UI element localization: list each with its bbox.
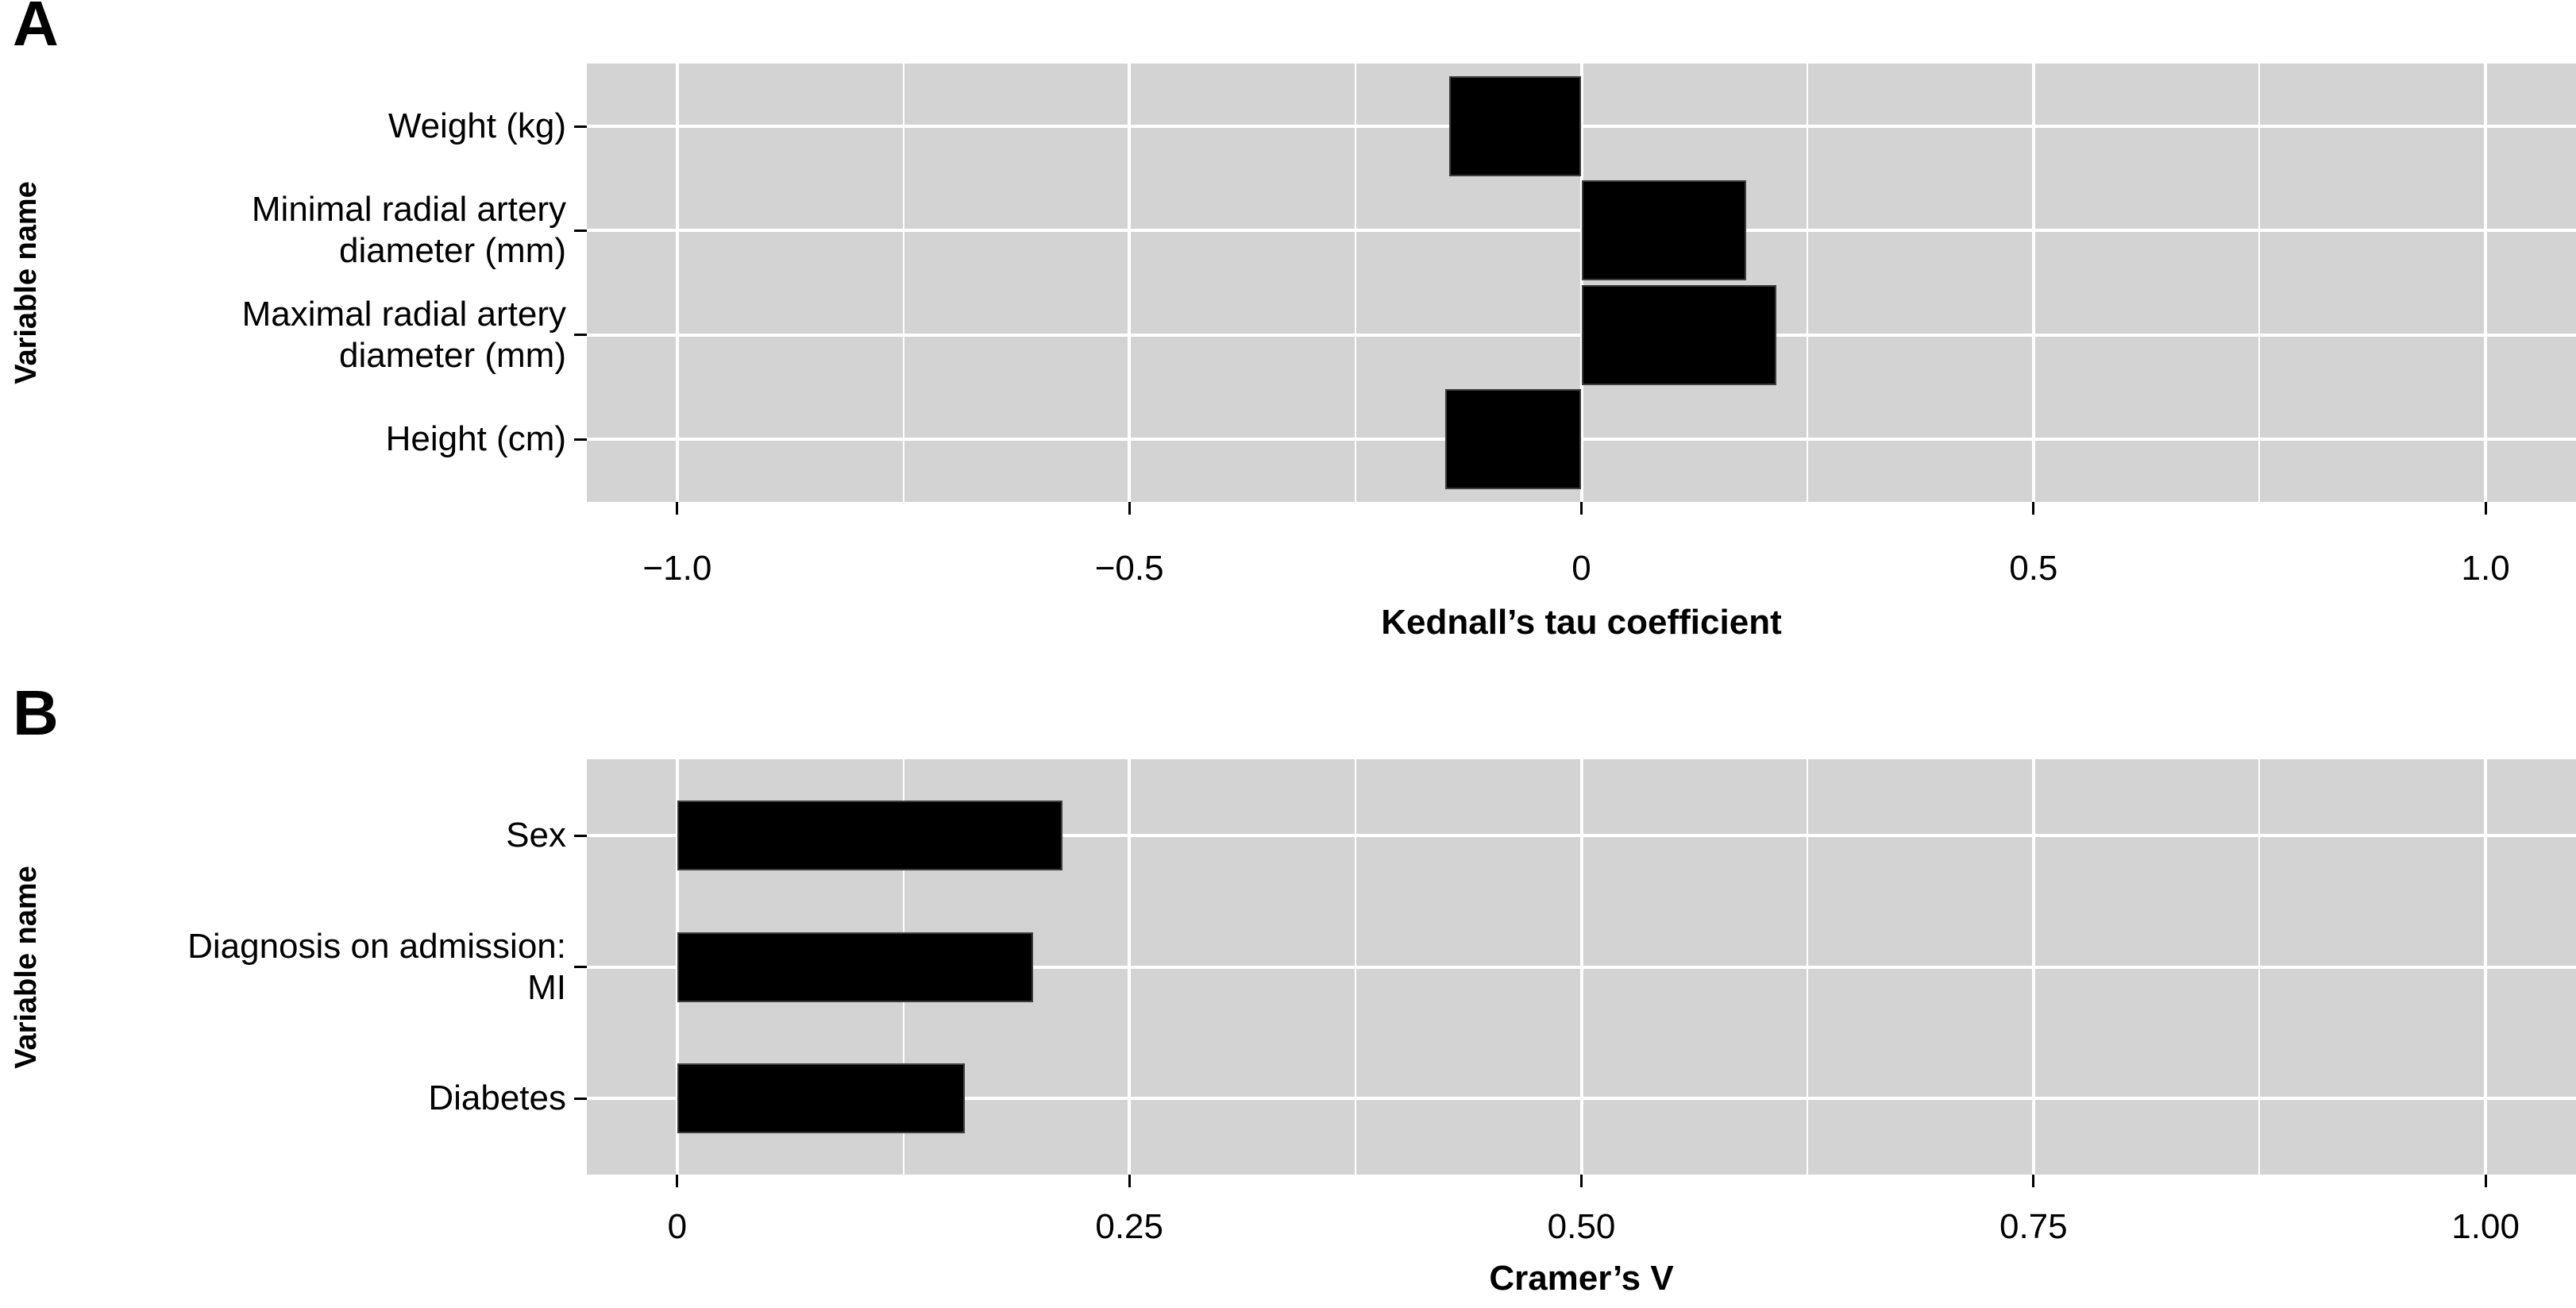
category-label: Diagnosis on admission: MI bbox=[187, 926, 566, 1007]
bar-sex bbox=[677, 801, 1062, 870]
gridline-minor-vertical bbox=[1354, 64, 1356, 502]
x-tick-label: 0.5 bbox=[2009, 549, 2058, 588]
y-tick bbox=[574, 334, 587, 337]
category-label: Diabetes bbox=[428, 1078, 566, 1117]
gridline-minor-vertical bbox=[2258, 64, 2261, 502]
bar-weight-kg bbox=[1449, 76, 1582, 176]
category-label: Minimal radial artery diameter (mm) bbox=[251, 190, 566, 271]
gridline-major-vertical bbox=[675, 64, 679, 502]
x-tick-label: 1.00 bbox=[2451, 1207, 2520, 1246]
x-tick-label: −0.5 bbox=[1094, 549, 1164, 588]
x-tick bbox=[1580, 502, 1583, 515]
x-tick-label: 0 bbox=[667, 1207, 688, 1246]
panel-b-x-axis-title: Cramer’s V bbox=[1489, 1259, 1674, 1298]
y-tick bbox=[574, 966, 587, 968]
bar-diabetes bbox=[677, 1063, 965, 1133]
x-tick-label: 0.50 bbox=[1547, 1207, 1616, 1246]
x-tick bbox=[1128, 502, 1131, 515]
x-tick-label: 0.75 bbox=[1999, 1207, 2068, 1246]
y-tick bbox=[574, 1097, 587, 1100]
gridline-major-horizontal bbox=[587, 1097, 2576, 1100]
panel-a-label: A bbox=[13, 0, 59, 59]
category-label: Maximal radial artery diameter (mm) bbox=[241, 294, 566, 375]
y-tick bbox=[574, 229, 587, 232]
gridline-minor-vertical bbox=[902, 64, 904, 502]
gridline-major-horizontal bbox=[587, 834, 2576, 837]
bar-height-cm bbox=[1444, 389, 1582, 490]
x-tick bbox=[2032, 502, 2035, 515]
y-tick bbox=[574, 834, 587, 837]
gridline-major-vertical bbox=[2031, 64, 2035, 502]
x-tick-label: 1.0 bbox=[2461, 549, 2510, 588]
category-label: Weight (kg) bbox=[388, 106, 566, 145]
category-label: Sex bbox=[506, 816, 566, 855]
x-tick-label: 0 bbox=[1571, 549, 1591, 588]
x-tick bbox=[1128, 1175, 1131, 1187]
x-tick bbox=[1580, 1175, 1583, 1187]
x-tick bbox=[676, 502, 679, 515]
x-tick-label: 0.25 bbox=[1095, 1207, 1163, 1246]
x-tick bbox=[676, 1175, 679, 1187]
x-tick bbox=[2484, 502, 2487, 515]
gridline-major-horizontal bbox=[587, 438, 2576, 442]
gridline-major-vertical bbox=[2484, 64, 2488, 502]
gridline-major-vertical bbox=[1579, 64, 1583, 502]
bar-minimal-radial-artery bbox=[1581, 180, 1746, 281]
panel-b-label: B bbox=[13, 677, 59, 748]
gridline-major-horizontal bbox=[587, 125, 2576, 128]
gridline-minor-vertical bbox=[1807, 64, 1809, 502]
bar-diagnosis-on-admission bbox=[677, 932, 1034, 1002]
panel-a-plot-area bbox=[587, 64, 2576, 502]
bar-maximal-radial-artery bbox=[1581, 284, 1777, 385]
gridline-major-vertical bbox=[1128, 64, 1132, 502]
x-tick-label: −1.0 bbox=[642, 549, 712, 588]
y-tick bbox=[574, 125, 587, 128]
x-tick bbox=[2032, 1175, 2035, 1187]
panel-b-plot-area bbox=[587, 759, 2576, 1175]
category-label: Height (cm) bbox=[385, 419, 566, 459]
y-tick bbox=[574, 438, 587, 441]
gridline-major-horizontal bbox=[587, 965, 2576, 969]
x-tick bbox=[2484, 1175, 2487, 1187]
panel-a-x-axis-title: Kednall’s tau coefficient bbox=[1381, 603, 1782, 642]
